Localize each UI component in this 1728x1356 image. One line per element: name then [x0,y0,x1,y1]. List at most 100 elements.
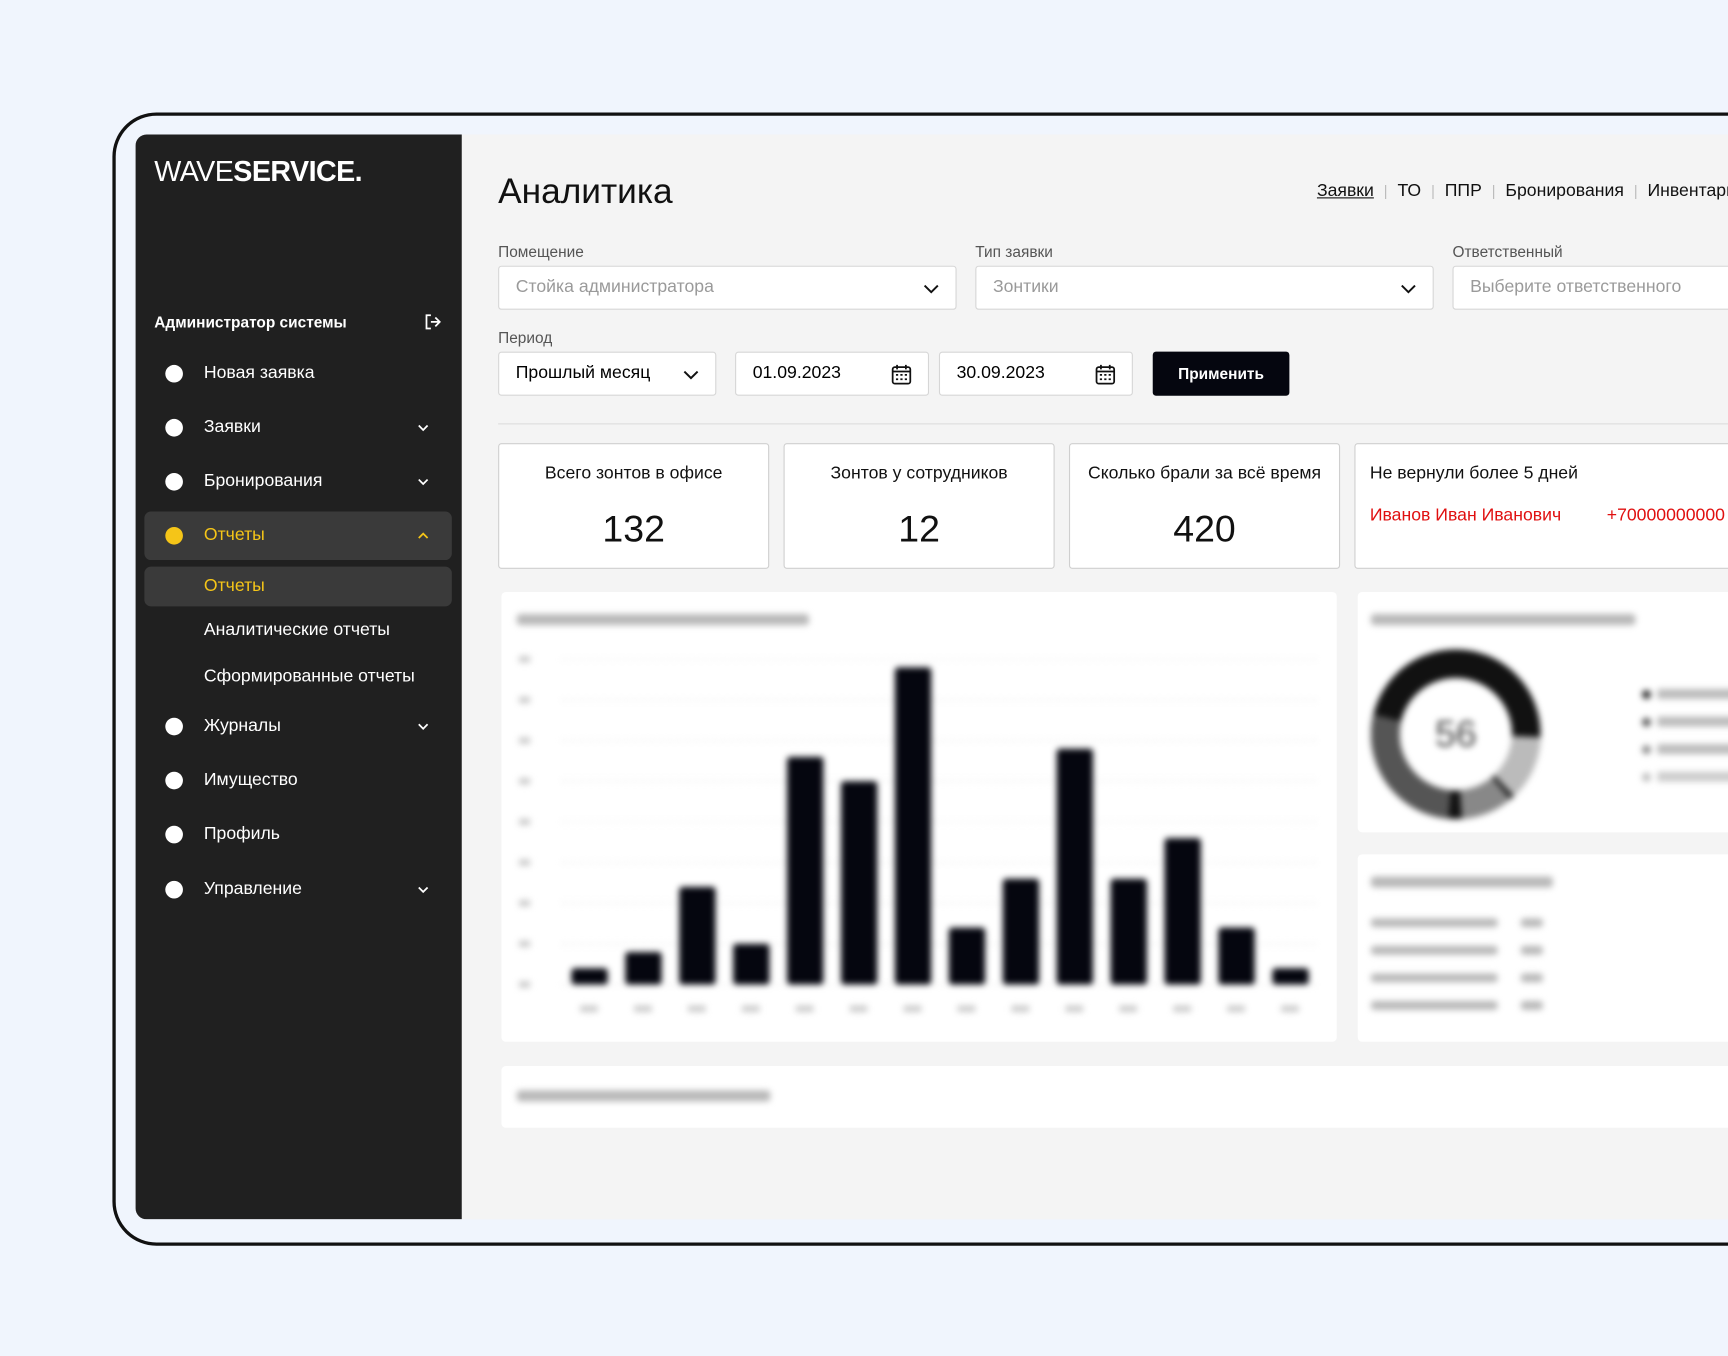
card-title: Не вернули более 5 дней [1369,464,1578,483]
label-ghost [1065,1005,1084,1013]
field-label: Помещение [498,242,584,261]
apply-button[interactable]: Применить [1152,351,1290,396]
bar [894,667,932,985]
main: Аналитика Заявки | ТО | ППР | Бронирования | Инв… [462,134,1728,1219]
bar [679,886,716,985]
select[interactable]: Выберите ответственного [1452,265,1728,310]
placeholder: Зонтики [992,277,1059,297]
card-value: 12 [898,508,940,551]
select[interactable]: Зонтики [975,265,1434,310]
placeholder: Выберите ответственного [1470,277,1682,297]
menu-label: Управление [203,879,302,899]
label-ghost [849,1005,868,1013]
card-value: 132 [602,508,665,551]
user-name: Администратор системы [154,313,347,331]
submenu-item[interactable]: Сформированные отчеты [144,657,451,697]
menu-label: Заявки [203,417,261,437]
submenu-item[interactable]: Аналитические отчеты [144,611,451,651]
logout-icon[interactable] [423,312,443,332]
bar [571,968,608,985]
donut-center: 56 [1435,712,1477,754]
bar [840,781,878,985]
label-ghost [795,1005,814,1013]
bar [787,756,824,985]
tick-ghost [519,859,531,866]
card-title: Всего зонтов в офисе [544,464,723,483]
date-to[interactable]: 30.09.2023 [938,351,1133,396]
tick-ghost [519,696,531,704]
tab[interactable]: Заявки [1316,181,1374,201]
tick-ghost [519,737,531,744]
value: 01.09.2023 [752,363,841,383]
menu-item[interactable]: Имущество [144,756,451,805]
bar [733,943,770,985]
logo[interactable]: WAVESERVICE. [154,154,362,188]
bar [1272,968,1309,985]
tick-ghost [519,899,531,907]
label-ghost [741,1005,760,1013]
tick-ghost [519,777,531,785]
menu-item[interactable]: Заявки [144,403,451,452]
label-ghost [1011,1005,1030,1013]
menu-item[interactable]: Бронирования [144,458,451,507]
submenu-item[interactable]: Отчеты [144,566,452,607]
label-ghost [1281,1005,1299,1013]
bar [1002,878,1040,985]
period-select[interactable]: Прошлый месяц [498,351,717,396]
phone[interactable]: +70000000000 [1606,506,1725,525]
bar [1056,748,1094,985]
date-from[interactable]: 01.09.2023 [735,351,930,396]
bar [1218,927,1255,985]
menu-label: Имущество [203,770,298,790]
label-ghost [1227,1005,1245,1013]
menu-label: Сформированные отчеты [203,666,415,686]
menu-item[interactable]: Отчеты [144,511,452,561]
menu-item[interactable]: Новая заявка [144,349,451,398]
tab[interactable]: ТО [1397,181,1422,201]
blurred-bar-chart [519,655,1317,1013]
menu-label: Бронирования [203,471,323,491]
app-screen: WAVESERVICE. Администратор системы Новая… [135,134,1728,1220]
field-label: Период [498,328,553,347]
stat-card: Сколько брали за всё время 420 [1068,443,1341,569]
value: 30.09.2023 [956,363,1045,383]
overdue-card: Не вернули более 5 дней Иванов Иван Иван… [1354,443,1728,569]
field-label: Тип заявки [975,242,1053,261]
label-ghost [580,1005,598,1013]
chart-panel [501,592,1337,1042]
menu-label: Аналитические отчеты [203,620,390,640]
tab[interactable]: ППР [1444,181,1482,201]
menu-label: Отчеты [203,576,265,596]
divider [498,423,1728,425]
tick-ghost [519,981,531,988]
logo-bold: SERVICE. [233,154,363,188]
menu-item[interactable]: Журналы [144,702,451,751]
tab[interactable]: Инвентаризация [1647,181,1728,201]
menu-item[interactable]: Управление [144,865,451,914]
tabs: Заявки|ТО|ППР|Бронирования|Инвентаризаци… [1317,182,1728,202]
placeholder: Стойка администратора [515,277,714,297]
bar [1164,838,1201,985]
label-ghost [1173,1005,1191,1013]
rating-panel [1357,854,1728,1042]
tick-ghost [519,940,531,948]
card-title: Зонтов у сотрудников [830,464,1008,483]
menu-label: Новая заявка [203,363,315,383]
menu-item[interactable]: Профиль [144,810,451,859]
tick-ghost [519,818,531,826]
donut: 56 [1370,649,1728,820]
person[interactable]: Иванов Иван Иванович [1369,506,1562,525]
label-ghost [1119,1005,1138,1013]
tab[interactable]: Бронирования [1505,181,1624,201]
select[interactable]: Стойка администратора [498,265,957,310]
bar [625,951,662,985]
card-value: 420 [1173,508,1236,551]
menu-label: Журналы [203,716,281,736]
field-label: Ответственный [1452,242,1563,261]
menu-label: Профиль [203,824,281,844]
label-ghost [903,1005,922,1013]
stat-card: Всего зонтов в офисе 132 [498,443,770,569]
label-ghost [634,1005,652,1013]
